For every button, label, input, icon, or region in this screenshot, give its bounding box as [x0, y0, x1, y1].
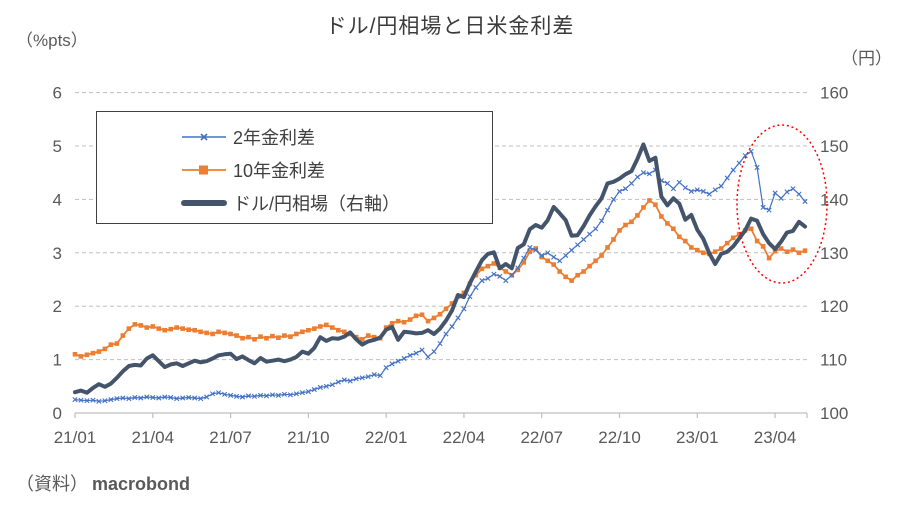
legend-line-square-marker-icon: [182, 165, 226, 174]
y-axis-left-labels: 6 5 4 3 2 1 0: [53, 84, 62, 423]
x-tick-label: 23/01: [676, 428, 719, 447]
source-label: （資料） macrobond: [16, 470, 190, 496]
legend-label-2y: 2年金利差: [233, 127, 316, 148]
source-name: macrobond: [92, 474, 191, 494]
series-2y-differential: [72, 148, 808, 404]
series-10y-differential: [72, 198, 808, 359]
legend-label-10y: 10年金利差: [233, 160, 326, 181]
legend-item-10y: 10年金利差: [181, 153, 492, 186]
y-left-tick-label: 6: [53, 84, 62, 103]
left-axis-unit-label: （%pts）: [16, 31, 88, 50]
y-right-tick-label: 100: [820, 404, 848, 423]
series-usdjpy: [73, 142, 807, 395]
y-right-tick-label: 120: [820, 297, 848, 316]
y-right-tick-label: 150: [820, 137, 848, 156]
y-left-tick-label: 4: [53, 190, 62, 209]
legend-line-x-marker-icon: [182, 132, 226, 141]
x-tick-label: 21/07: [209, 428, 252, 447]
y-right-tick-label: 130: [820, 244, 848, 263]
y-left-tick-label: 1: [53, 351, 62, 370]
x-axis-labels: 21/01 21/04 21/07 21/10 22/01 22/04 22/07 22/10…: [54, 428, 797, 447]
y-right-tick-label: 110: [820, 351, 847, 370]
y-left-tick-label: 3: [53, 244, 62, 263]
x-tick-label: 22/10: [598, 428, 641, 447]
y-left-tick-label: 0: [53, 404, 62, 423]
x-tick-label: 22/04: [443, 428, 486, 447]
x-tick-label: 22/01: [365, 428, 408, 447]
right-axis-unit-label: （円）: [841, 49, 892, 68]
legend-label-usdjpy: ドル/円相場（右軸）: [233, 193, 401, 214]
x-axis: [74, 412, 808, 418]
y-right-tick-label: 140: [820, 190, 848, 209]
page-title: ドル/円相場と日米金利差: [325, 15, 575, 38]
legend-item-2y: 2年金利差: [181, 120, 492, 153]
y-left-tick-label: 2: [53, 297, 62, 316]
x-tick-label: 21/04: [132, 428, 175, 447]
x-tick-label: 23/04: [754, 428, 797, 447]
legend-items: 2年金利差 10年金利差 ドル/円相場（右軸）: [181, 120, 492, 219]
highlight-ellipse: [736, 124, 828, 284]
y-left-tick-label: 5: [53, 137, 62, 156]
x-tick-label: 21/01: [54, 428, 97, 447]
legend-box: 2年金利差 10年金利差 ドル/円相場（右軸）: [96, 111, 493, 224]
source-prefix: （資料）: [16, 474, 88, 494]
y-axis-right-labels: 160 150 140 130 120 110 100: [820, 84, 848, 423]
legend-item-usdjpy: ドル/円相場（右軸）: [181, 186, 492, 219]
y-right-tick-label: 160: [820, 84, 848, 103]
x-tick-label: 21/10: [287, 428, 330, 447]
legend-thick-line-icon: [181, 199, 227, 206]
x-tick-label: 22/07: [520, 428, 563, 447]
